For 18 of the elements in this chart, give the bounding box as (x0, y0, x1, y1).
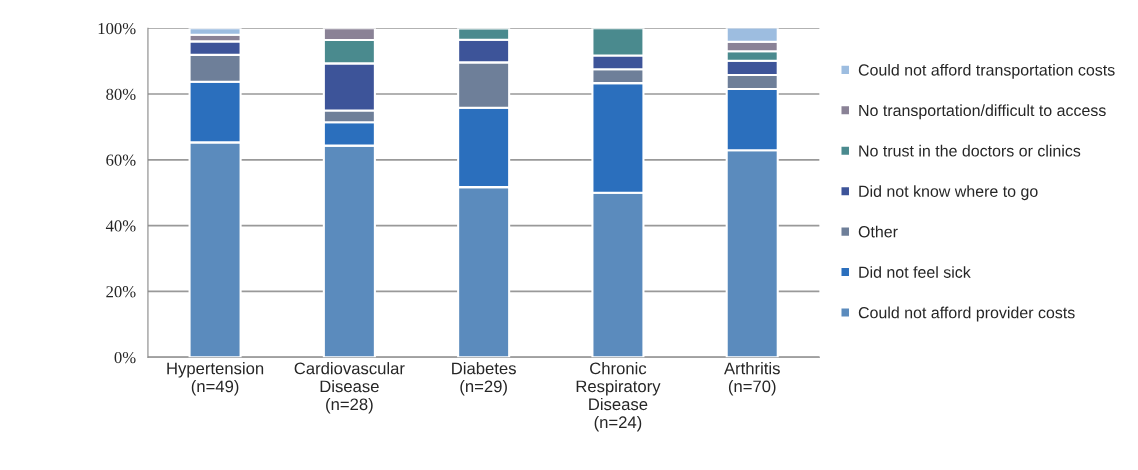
legend-label: No transportation/difficult to access (859, 104, 1106, 120)
x-tick-label: Hypertension (n=49) (167, 362, 264, 396)
legend-label: Other (858, 225, 898, 238)
x-tick-label: Cardiovascular Disease (n=28) (294, 362, 405, 414)
y-tick-label: 60% (106, 154, 136, 166)
x-tick-label: Chronic Respiratory Disease (n=24) (576, 362, 661, 432)
y-tick-label: 0% (114, 351, 136, 364)
y-tick-label: 40% (105, 220, 136, 232)
legend-label: Did not know where to go (859, 185, 1038, 201)
legend-label: Could not afford transportation costs (858, 63, 1115, 79)
y-tick-label: 20% (106, 286, 136, 298)
legend-label: Did not feel sick (859, 266, 971, 278)
y-tick-label: 80% (106, 88, 136, 100)
x-tick-label: Diabetes (n=29) (452, 362, 516, 396)
legend-label: No trust in the doctors or clinics (859, 144, 1081, 157)
legend-label: Could not afford provider costs (858, 306, 1075, 322)
y-tick-label: 100% (98, 22, 136, 35)
x-tick-label: Arthritis (n=70) (724, 362, 780, 396)
